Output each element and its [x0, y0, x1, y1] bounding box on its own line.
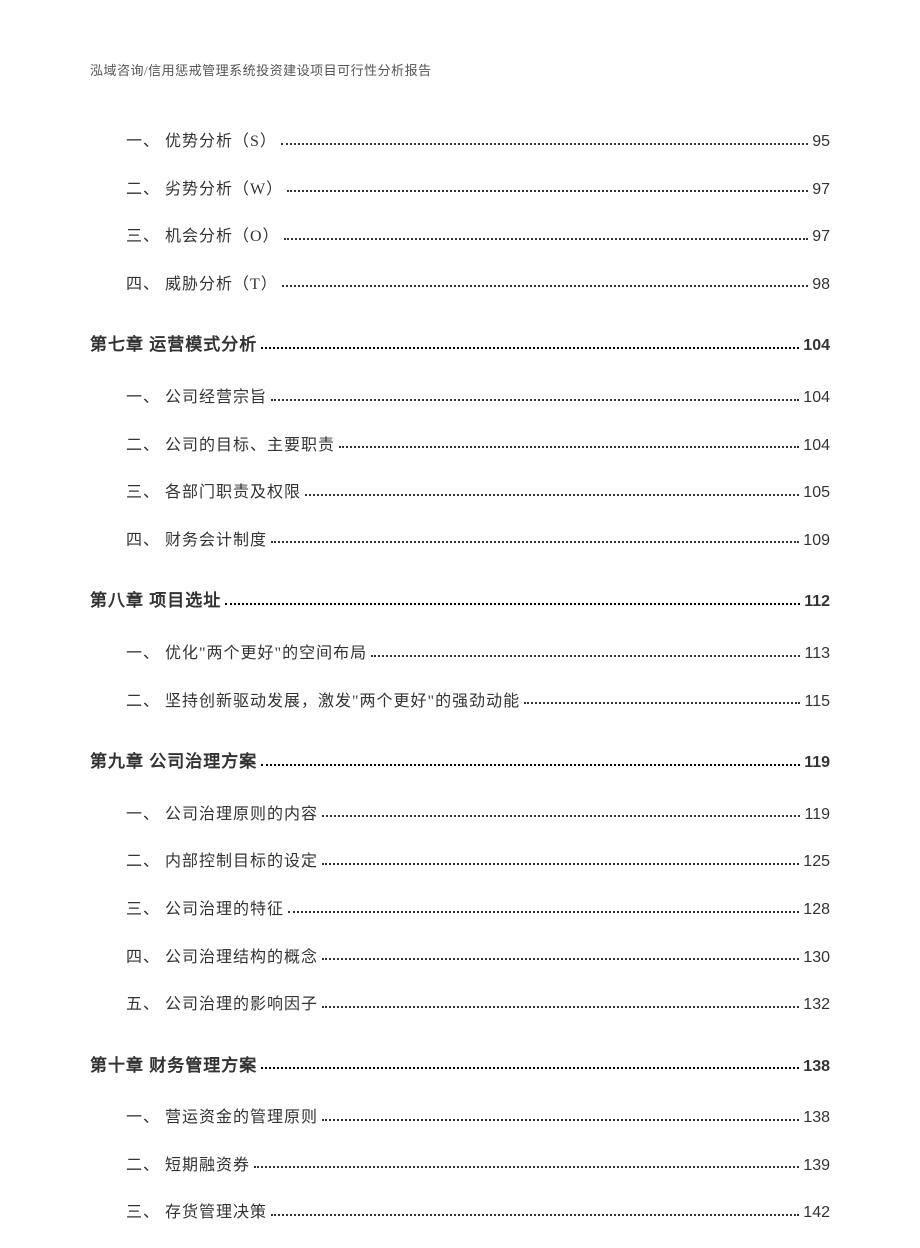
toc-entry-page: 138: [803, 1054, 830, 1080]
toc-section-entry: 二、 公司的目标、主要职责 104: [90, 433, 830, 459]
toc-leader-dots: [288, 911, 799, 913]
toc-section-entry: 一、 公司治理原则的内容 119: [90, 802, 830, 828]
toc-entry-label: 第九章 公司治理方案: [90, 748, 257, 775]
toc-entry-page: 132: [803, 992, 830, 1018]
toc-entry-label: 三、 公司治理的特征: [126, 897, 284, 923]
toc-entry-page: 104: [803, 433, 830, 459]
toc-entry-page: 138: [803, 1105, 830, 1131]
toc-leader-dots: [284, 238, 809, 240]
toc-entry-label: 四、 公司治理结构的概念: [126, 945, 318, 971]
toc-leader-dots: [261, 1067, 799, 1069]
toc-section-entry: 四、 财务会计制度 109: [90, 528, 830, 554]
toc-entry-label: 三、 存货管理决策: [126, 1200, 267, 1226]
toc-entry-page: 119: [804, 802, 830, 828]
toc-section-entry: 二、 内部控制目标的设定 125: [90, 849, 830, 875]
toc-chapter-entry: 第七章 运营模式分析 104: [90, 331, 830, 359]
toc-entry-label: 二、 短期融资券: [126, 1153, 250, 1179]
toc-section-entry: 一、 公司经营宗旨 104: [90, 385, 830, 411]
toc-section-entry: 三、 存货管理决策 142: [90, 1200, 830, 1226]
toc-entry-label: 二、 内部控制目标的设定: [126, 849, 318, 875]
toc-entry-page: 113: [804, 641, 830, 667]
toc-chapter-entry: 第八章 项目选址 112: [90, 587, 830, 615]
toc-leader-dots: [281, 143, 808, 145]
toc-section-entry: 二、 坚持创新驱动发展，激发"两个更好"的强劲动能 115: [90, 689, 830, 715]
toc-entry-page: 97: [812, 177, 830, 203]
toc-entry-page: 97: [812, 224, 830, 250]
toc-entry-page: 130: [803, 945, 830, 971]
toc-leader-dots: [322, 1119, 799, 1121]
toc-section-entry: 三、 各部门职责及权限 105: [90, 480, 830, 506]
toc-entry-page: 125: [803, 849, 830, 875]
toc-section-entry: 二、 短期融资券 139: [90, 1153, 830, 1179]
toc-entry-page: 98: [812, 272, 830, 298]
toc-entry-page: 139: [803, 1153, 830, 1179]
toc-section-entry: 四、 威胁分析（T） 98: [90, 272, 830, 298]
document-header: 泓域咨询/信用惩戒管理系统投资建设项目可行性分析报告: [90, 60, 830, 79]
toc-entry-label: 四、 财务会计制度: [126, 528, 267, 554]
toc-entry-page: 115: [804, 689, 830, 715]
toc-leader-dots: [271, 541, 799, 543]
toc-section-entry: 三、 公司治理的特征 128: [90, 897, 830, 923]
toc-leader-dots: [322, 815, 800, 817]
toc-section-entry: 二、 劣势分析（W） 97: [90, 177, 830, 203]
toc-entry-label: 五、 公司治理的影响因子: [126, 992, 318, 1018]
toc-section-entry: 五、 公司治理的影响因子 132: [90, 992, 830, 1018]
toc-entry-page: 142: [803, 1200, 830, 1226]
toc-leader-dots: [524, 702, 800, 704]
toc-entry-label: 一、 营运资金的管理原则: [126, 1105, 318, 1131]
toc-entry-page: 105: [803, 480, 830, 506]
toc-section-entry: 三、 机会分析（O） 97: [90, 224, 830, 250]
toc-chapter-entry: 第九章 公司治理方案 119: [90, 748, 830, 776]
toc-entry-label: 第十章 财务管理方案: [90, 1052, 257, 1079]
toc-leader-dots: [261, 764, 800, 766]
toc-entry-label: 三、 机会分析（O）: [126, 224, 280, 250]
toc-section-entry: 一、 优势分析（S） 95: [90, 129, 830, 155]
toc-entry-page: 109: [803, 528, 830, 554]
header-text: 泓域咨询/信用惩戒管理系统投资建设项目可行性分析报告: [90, 63, 432, 78]
toc-leader-dots: [254, 1166, 799, 1168]
toc-entry-label: 一、 优化"两个更好"的空间布局: [126, 641, 367, 667]
toc-entry-page: 95: [812, 129, 830, 155]
toc-entry-label: 三、 各部门职责及权限: [126, 480, 301, 506]
toc-entry-label: 一、 公司治理原则的内容: [126, 802, 318, 828]
toc-section-entry: 四、 公司治理结构的概念 130: [90, 945, 830, 971]
toc-entry-label: 二、 劣势分析（W）: [126, 177, 283, 203]
toc-leader-dots: [305, 494, 799, 496]
toc-leader-dots: [225, 603, 800, 605]
toc-leader-dots: [322, 958, 799, 960]
toc-leader-dots: [371, 655, 800, 657]
toc-leader-dots: [322, 863, 799, 865]
toc-entry-page: 128: [803, 897, 830, 923]
toc-leader-dots: [271, 399, 799, 401]
toc-entry-label: 第八章 项目选址: [90, 587, 221, 614]
toc-entry-page: 112: [804, 589, 830, 615]
toc-section-entry: 一、 优化"两个更好"的空间布局 113: [90, 641, 830, 667]
toc-leader-dots: [339, 446, 799, 448]
toc-leader-dots: [322, 1006, 799, 1008]
toc-leader-dots: [261, 347, 799, 349]
toc-leader-dots: [282, 285, 808, 287]
toc-entry-label: 一、 公司经营宗旨: [126, 385, 267, 411]
toc-entry-label: 四、 威胁分析（T）: [126, 272, 278, 298]
toc-entry-label: 一、 优势分析（S）: [126, 129, 277, 155]
toc-entry-label: 二、 坚持创新驱动发展，激发"两个更好"的强劲动能: [126, 689, 520, 715]
toc-entry-label: 第七章 运营模式分析: [90, 331, 257, 358]
toc-entry-label: 二、 公司的目标、主要职责: [126, 433, 335, 459]
toc-leader-dots: [287, 190, 808, 192]
toc-chapter-entry: 第十章 财务管理方案 138: [90, 1052, 830, 1080]
toc-entry-page: 104: [803, 385, 830, 411]
toc-entry-page: 119: [804, 750, 830, 776]
toc-section-entry: 一、 营运资金的管理原则 138: [90, 1105, 830, 1131]
table-of-contents: 一、 优势分析（S） 95 二、 劣势分析（W） 97 三、 机会分析（O） 97 四、 威…: [90, 129, 830, 1248]
toc-leader-dots: [271, 1214, 799, 1216]
toc-entry-page: 104: [803, 333, 830, 359]
